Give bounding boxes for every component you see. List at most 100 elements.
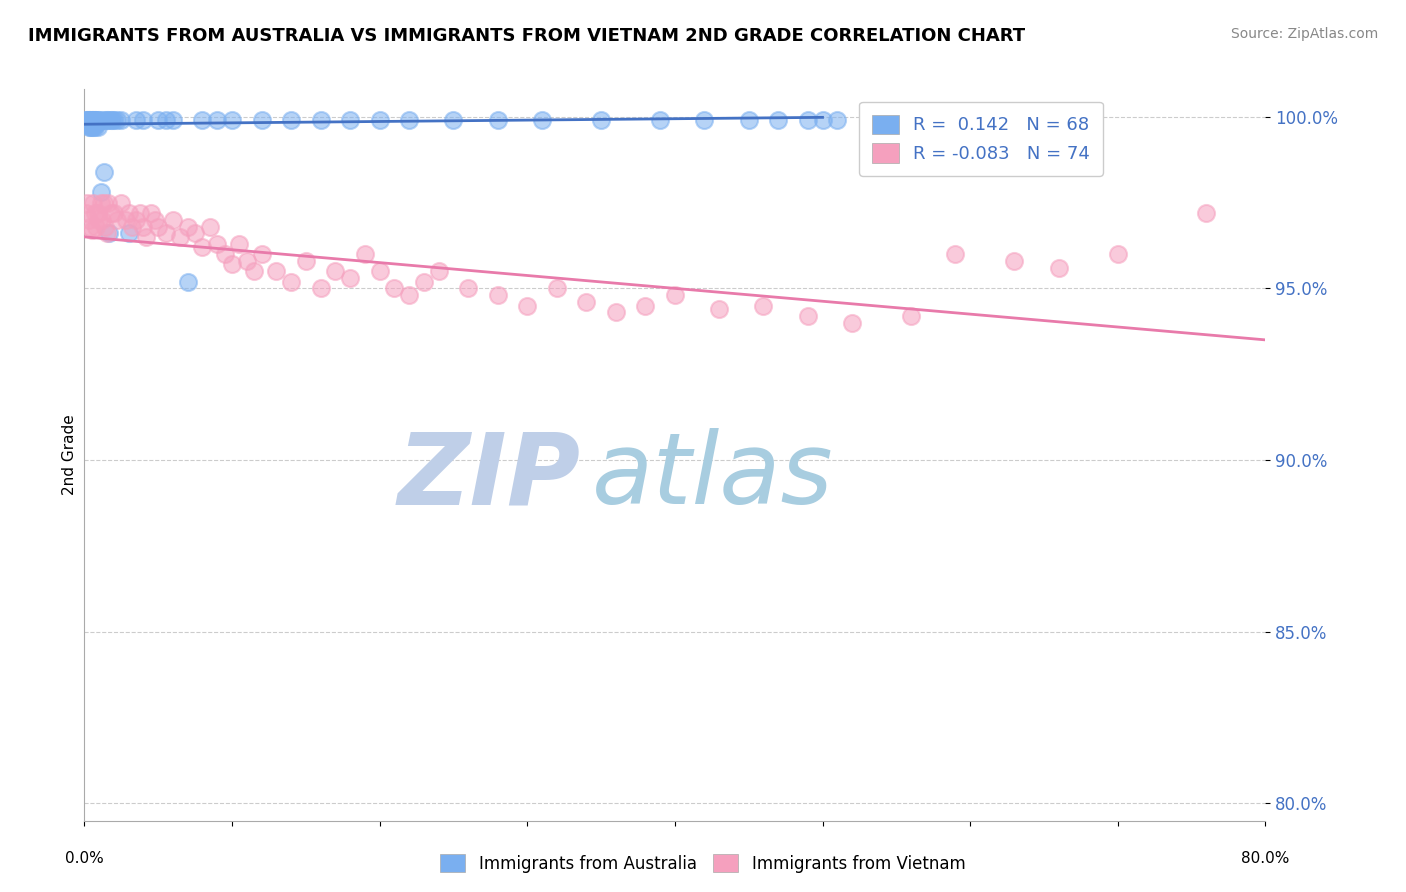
Point [738, 113, 761, 128]
Point [155, 227, 177, 241]
Point [96, 113, 118, 128]
Point [309, 281, 332, 295]
Point [76, 113, 98, 128]
Point [132, 113, 155, 128]
Point [118, 227, 141, 241]
Point [280, 275, 302, 289]
Point [191, 240, 214, 254]
Point [221, 113, 243, 128]
Point [546, 281, 568, 295]
Point [82, 120, 104, 134]
Point [98, 227, 121, 241]
Point [634, 299, 657, 313]
Point [91, 212, 114, 227]
Y-axis label: 2nd Grade: 2nd Grade [62, 415, 77, 495]
Point [84, 116, 107, 130]
Point [693, 113, 716, 128]
Point [90, 195, 112, 210]
Point [114, 212, 136, 227]
Point [243, 264, 266, 278]
Point [900, 309, 922, 323]
Point [1047, 260, 1070, 275]
Point [162, 212, 184, 227]
Point [139, 206, 162, 220]
Point [797, 309, 820, 323]
Point [94, 219, 117, 234]
Point [76, 116, 98, 130]
Point [945, 247, 967, 261]
Legend: R =  0.142   N = 68, R = -0.083   N = 74: R = 0.142 N = 68, R = -0.083 N = 74 [859, 102, 1102, 176]
Point [90, 185, 112, 199]
Point [94, 113, 117, 128]
Point [398, 113, 420, 128]
Point [76, 195, 98, 210]
Point [77, 113, 100, 128]
Point [86, 113, 108, 128]
Point [110, 113, 132, 128]
Point [148, 113, 170, 128]
Point [132, 219, 155, 234]
Point [79, 113, 101, 128]
Point [76, 113, 98, 128]
Point [605, 305, 627, 319]
Point [80, 113, 103, 128]
Point [427, 264, 450, 278]
Point [841, 316, 863, 330]
Point [457, 281, 479, 295]
Point [75, 116, 97, 130]
Point [443, 113, 465, 128]
Point [93, 195, 115, 210]
Point [91, 113, 114, 128]
Point [339, 113, 361, 128]
Point [82, 113, 104, 128]
Point [177, 275, 200, 289]
Point [709, 301, 731, 316]
Point [266, 264, 288, 278]
Point [143, 212, 166, 227]
Point [80, 116, 103, 130]
Text: atlas: atlas [592, 428, 834, 525]
Point [79, 116, 101, 130]
Point [155, 113, 177, 128]
Point [75, 113, 97, 128]
Point [228, 236, 250, 251]
Point [79, 219, 101, 234]
Point [97, 195, 120, 210]
Point [118, 206, 141, 220]
Point [236, 253, 259, 268]
Point [135, 230, 157, 244]
Point [148, 219, 170, 234]
Point [75, 206, 97, 220]
Point [368, 113, 391, 128]
Point [80, 113, 103, 128]
Legend: Immigrants from Australia, Immigrants from Vietnam: Immigrants from Australia, Immigrants fr… [434, 847, 972, 880]
Point [664, 288, 686, 302]
Point [86, 206, 108, 220]
Point [103, 113, 125, 128]
Point [97, 113, 120, 128]
Point [96, 227, 118, 241]
Point [87, 212, 111, 227]
Point [752, 299, 775, 313]
Point [827, 113, 849, 128]
Point [83, 120, 105, 134]
Point [191, 113, 214, 128]
Point [100, 206, 122, 220]
Text: Source: ZipAtlas.com: Source: ZipAtlas.com [1230, 27, 1378, 41]
Point [516, 299, 538, 313]
Point [125, 212, 148, 227]
Point [101, 113, 124, 128]
Point [125, 113, 148, 128]
Point [575, 295, 598, 310]
Point [811, 113, 834, 128]
Point [207, 236, 229, 251]
Point [368, 264, 391, 278]
Point [83, 113, 105, 128]
Text: IMMIGRANTS FROM AUSTRALIA VS IMMIGRANTS FROM VIETNAM 2ND GRADE CORRELATION CHART: IMMIGRANTS FROM AUSTRALIA VS IMMIGRANTS … [28, 27, 1025, 45]
Point [177, 219, 200, 234]
Point [797, 113, 820, 128]
Point [77, 120, 100, 134]
Point [103, 206, 125, 220]
Point [184, 227, 207, 241]
Point [79, 113, 101, 128]
